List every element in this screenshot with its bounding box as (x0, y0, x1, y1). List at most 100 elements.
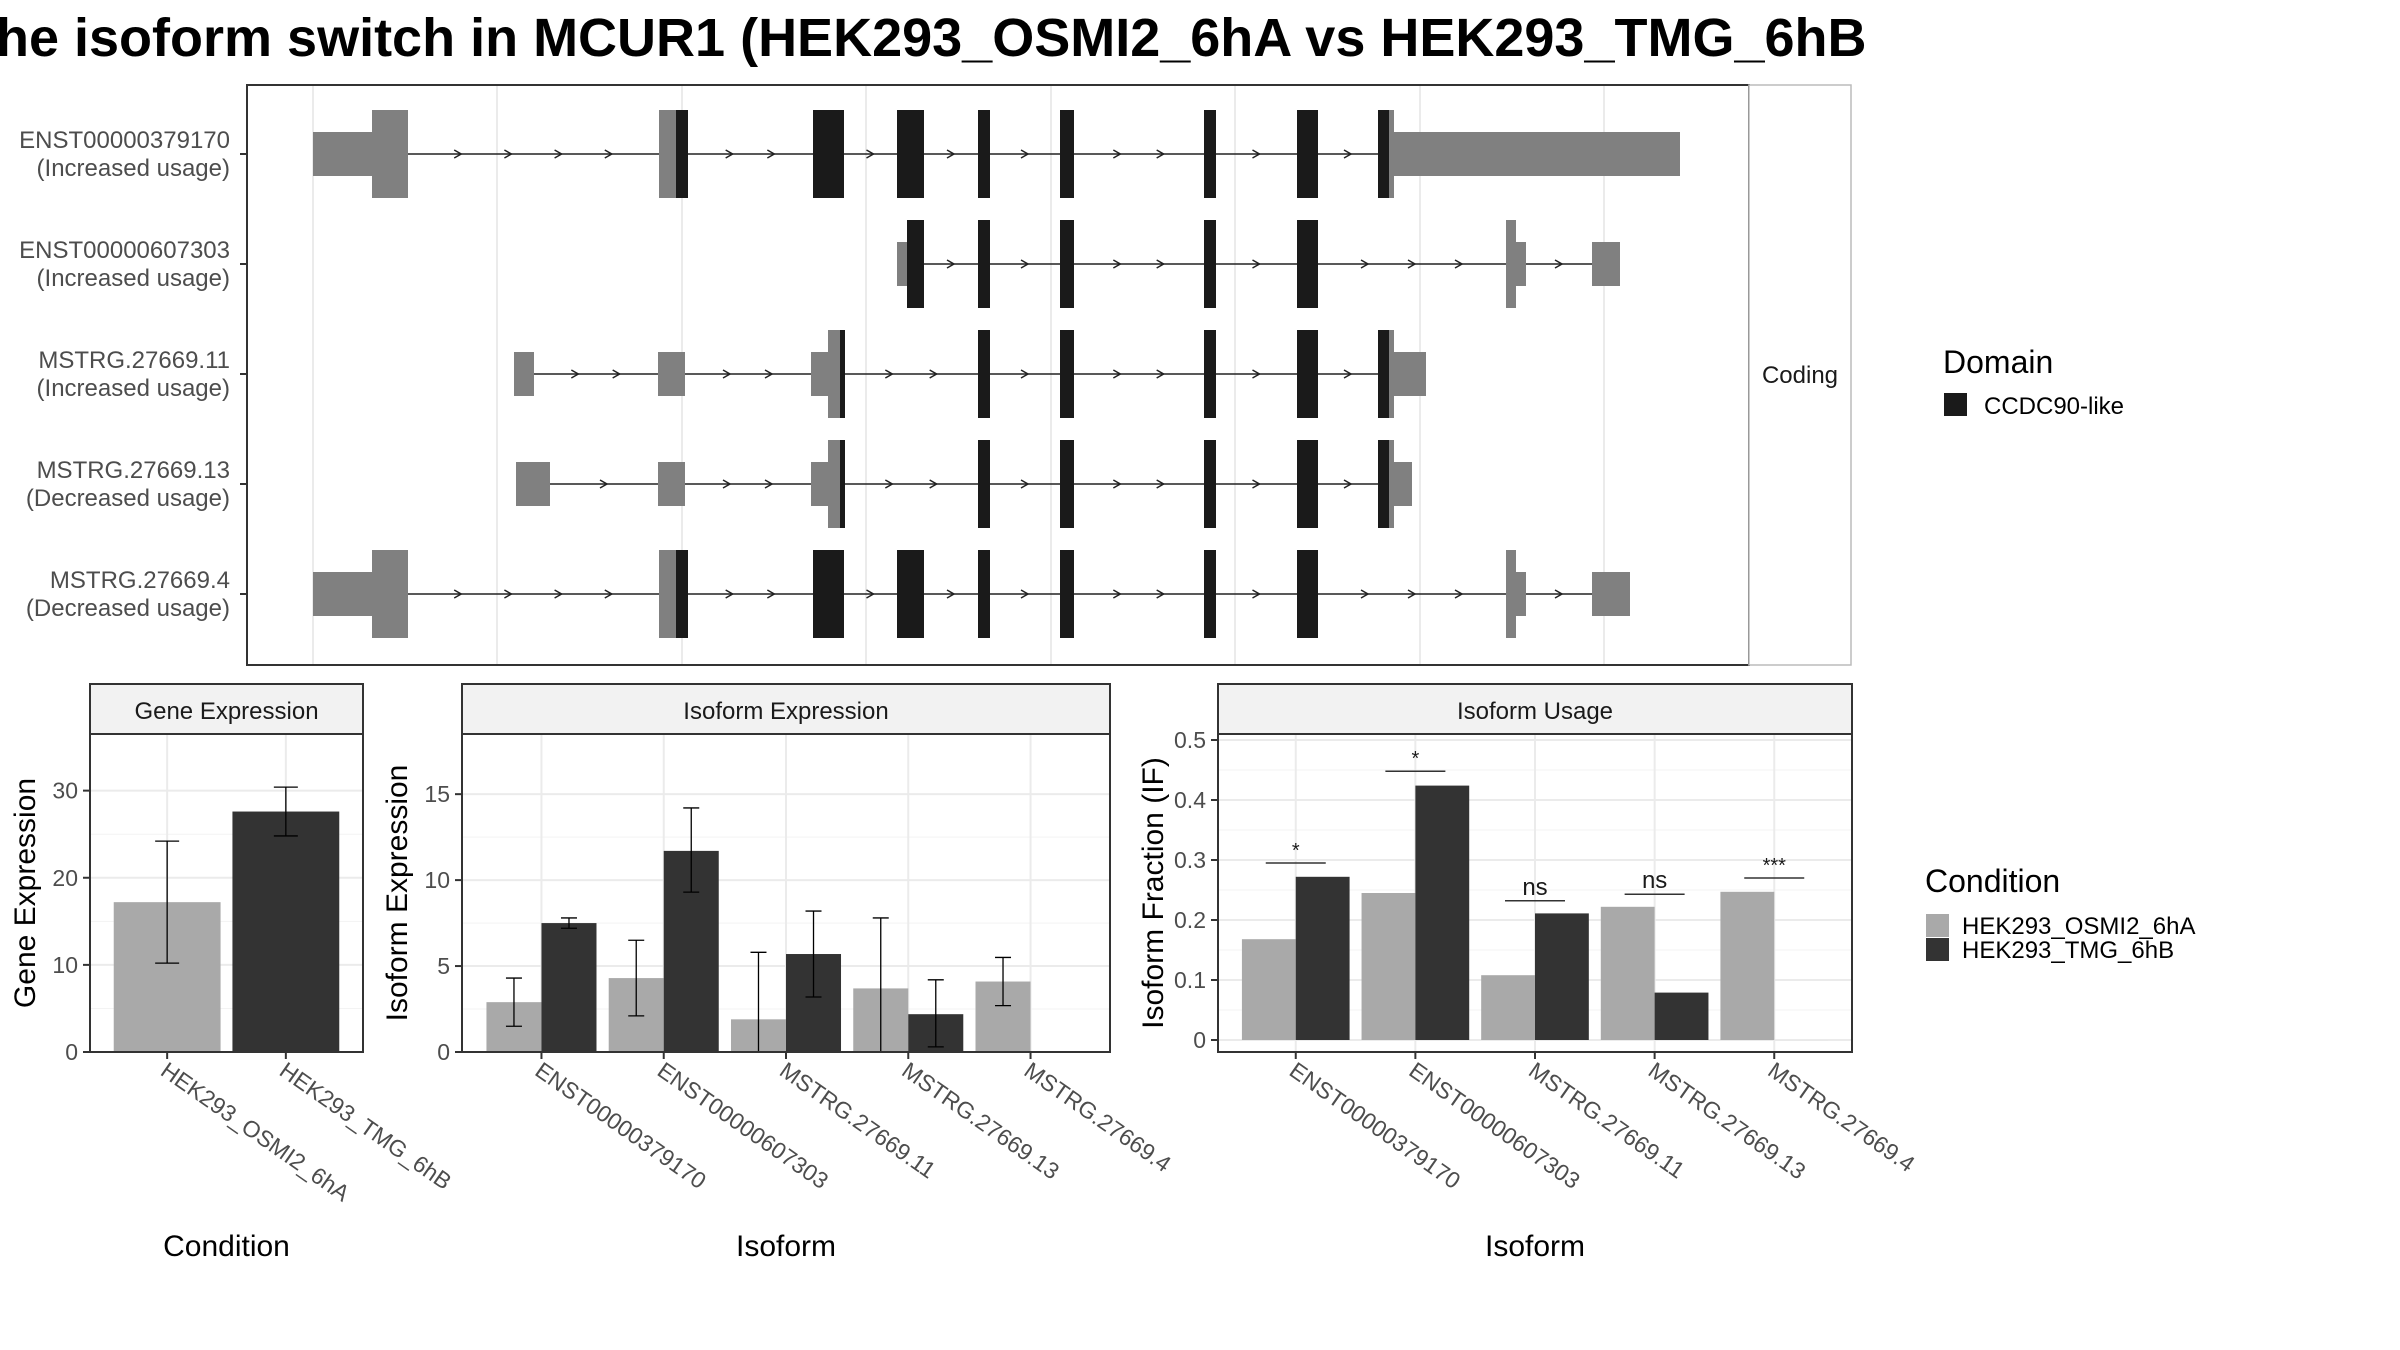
bar (1415, 785, 1470, 1040)
utr-exon (1394, 132, 1680, 176)
utr-exon (659, 110, 676, 198)
transcript-usage-label: (Increased usage) (37, 375, 230, 402)
bar (1600, 906, 1655, 1040)
intron-arrow (946, 149, 956, 159)
cds-domain-exon (813, 110, 844, 198)
x-axis-title: Condition (163, 1230, 290, 1263)
cds-domain-exon (1297, 110, 1318, 198)
cds-domain-exon (1060, 220, 1074, 308)
domain-legend-label: CCDC90-like (1984, 393, 2124, 420)
intron-arrow (612, 369, 622, 379)
utr-exon (1389, 440, 1394, 528)
intron-arrow (1112, 589, 1122, 599)
bar (1295, 876, 1350, 1040)
intron-arrow (1360, 589, 1370, 599)
y-tick-label: 0.4 (1174, 787, 1206, 813)
intron-arrow (766, 149, 776, 159)
bar (1535, 913, 1589, 1040)
intron-arrow (1156, 589, 1166, 599)
utr-exon (828, 440, 840, 528)
intron-arrow (554, 149, 564, 159)
y-tick-label: 0 (1193, 1027, 1206, 1053)
y-tick-label: 0.5 (1174, 727, 1206, 753)
utr-exon (372, 550, 408, 638)
utr-exon (1592, 242, 1620, 286)
utr-exon (372, 110, 408, 198)
utr-exon (658, 462, 685, 506)
intron-arrow (1112, 149, 1122, 159)
utr-exon (828, 330, 840, 418)
condition-legend-label: HEK293_OSMI2_6hA (1962, 913, 2195, 940)
intron-arrow (1252, 369, 1262, 379)
transcript-usage-label: (Increased usage) (37, 265, 230, 292)
significance-label: ns (1522, 874, 1547, 901)
intron-arrow (1554, 259, 1564, 269)
intron-arrow (866, 149, 876, 159)
utr-exon (1506, 220, 1516, 308)
panel-title: Isoform Usage (1457, 698, 1613, 725)
y-axis-title: Isoform Expression (381, 765, 414, 1022)
condition-legend-title: Condition (1925, 863, 2060, 899)
cds-domain-exon (1297, 550, 1318, 638)
intron-arrow (1454, 589, 1464, 599)
intron-arrow (1112, 369, 1122, 379)
y-tick-label: 20 (52, 865, 78, 891)
intron-arrow (884, 369, 894, 379)
intron-arrow (1360, 259, 1370, 269)
cds-domain-exon (1204, 110, 1216, 198)
intron-arrow (722, 369, 732, 379)
x-axis-title: Isoform (1485, 1230, 1585, 1263)
cds-domain-exon (1297, 220, 1318, 308)
cds-domain-exon (978, 440, 990, 528)
utr-exon (1389, 110, 1394, 198)
utr-exon (1389, 330, 1394, 418)
intron-arrow (1156, 259, 1166, 269)
cds-domain-exon (676, 550, 688, 638)
bar (541, 923, 597, 1052)
intron-arrow (1343, 149, 1353, 159)
y-tick-label: 15 (424, 781, 450, 807)
domain-legend-swatch (1944, 393, 1967, 416)
transcript-label: ENST00000379170 (19, 127, 230, 154)
cds-domain-exon (1297, 330, 1318, 418)
cds-domain-exon (897, 550, 924, 638)
intron-arrow (1112, 259, 1122, 269)
cds-domain-exon (676, 110, 688, 198)
intron-arrow (604, 589, 614, 599)
condition-legend-swatch (1926, 914, 1949, 937)
utr-exon (313, 572, 372, 616)
cds-domain-exon (978, 330, 990, 418)
x-tick-label: HEK293_OSMI2_6hA (156, 1057, 355, 1207)
utr-exon (1516, 572, 1526, 616)
cds-domain-exon (1378, 110, 1389, 198)
intron-arrow (1156, 149, 1166, 159)
y-tick-label: 5 (437, 953, 450, 979)
bar (1241, 939, 1296, 1040)
cds-domain-exon (978, 550, 990, 638)
intron-arrow (1407, 259, 1417, 269)
intron-arrow (1554, 589, 1564, 599)
cds-domain-exon (1060, 440, 1074, 528)
intron-arrow (884, 479, 894, 489)
intron-arrow (1252, 149, 1262, 159)
panel-title: Isoform Expression (683, 698, 888, 725)
intron-arrow (766, 589, 776, 599)
intron-arrow (1020, 259, 1030, 269)
intron-arrow (1343, 369, 1353, 379)
bar (232, 811, 340, 1052)
coding-strip (1748, 84, 1852, 666)
transcript-usage-label: (Increased usage) (37, 155, 230, 182)
intron-arrow (929, 369, 939, 379)
bar (1720, 891, 1775, 1040)
intron-arrow (604, 149, 614, 159)
intron-arrow (504, 149, 513, 159)
intron-arrow (554, 589, 564, 599)
cds-domain-exon (1060, 550, 1074, 638)
cds-domain-exon (1204, 330, 1216, 418)
intron-arrow (453, 589, 463, 599)
y-tick-label: 0.3 (1174, 847, 1206, 873)
y-tick-label: 30 (52, 778, 78, 804)
intron-arrow (570, 369, 580, 379)
